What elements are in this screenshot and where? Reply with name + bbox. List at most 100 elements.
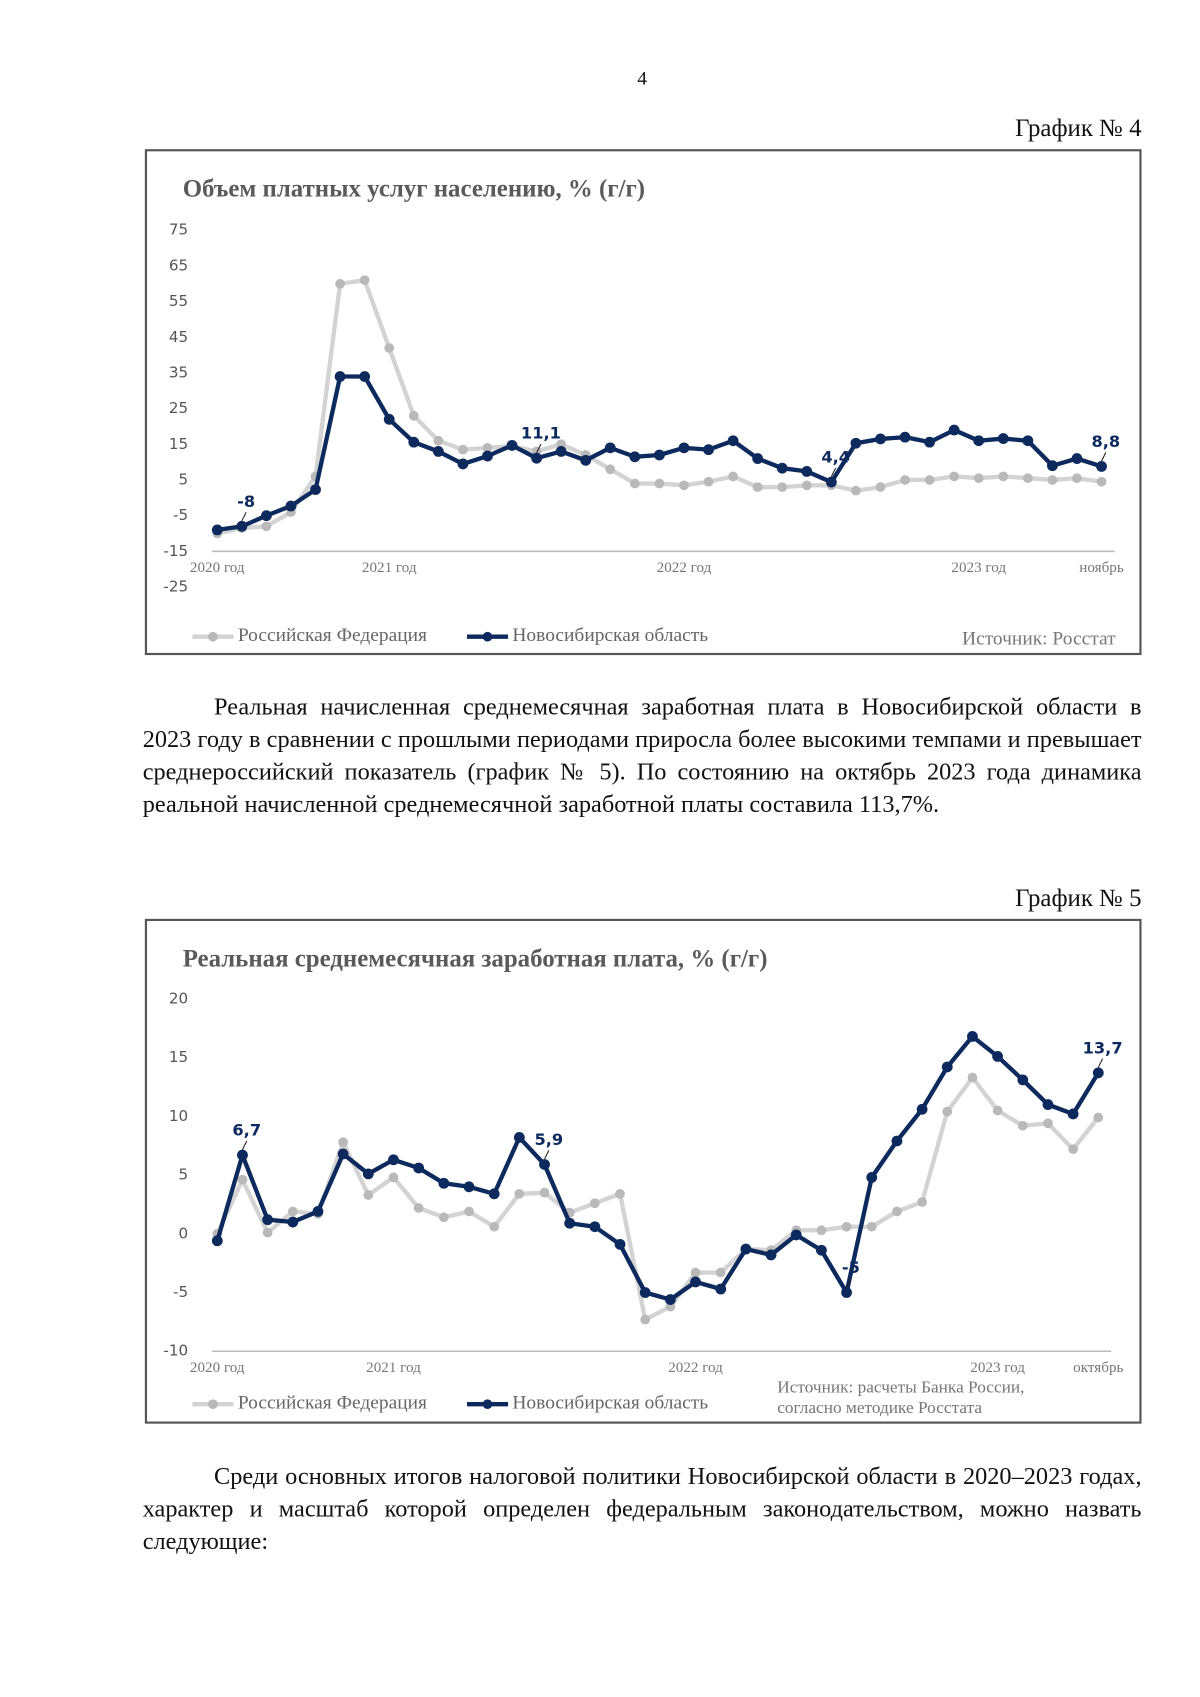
y-tick-label: 5 (178, 1166, 188, 1184)
data-point (654, 449, 665, 461)
data-point (237, 1174, 248, 1185)
x-tick-label: 2023 год (951, 560, 1006, 576)
legend-label: Российская Федерация (238, 1393, 427, 1414)
data-point (384, 343, 395, 353)
data-point (1072, 473, 1082, 484)
data-point (464, 1206, 474, 1217)
legend-label: Российская Федерация (238, 625, 427, 646)
data-point (1047, 460, 1058, 472)
source-note: Источник: Росстат (962, 628, 1116, 649)
data-point (816, 1244, 827, 1256)
data-point (287, 1206, 298, 1217)
data-point (752, 453, 764, 464)
legend-marker (482, 1399, 493, 1410)
series-line (216, 278, 1102, 536)
data-point (1068, 1144, 1078, 1155)
legend-label: Новосибирская область (512, 625, 708, 646)
data-point (312, 1206, 324, 1217)
x-tick-label: 2022 год (657, 560, 712, 576)
source-note: согласно методике Росстата (777, 1398, 982, 1417)
data-point (998, 471, 1009, 482)
data-point (850, 437, 862, 449)
data-point (408, 410, 419, 421)
data-point (777, 482, 788, 492)
data-point (539, 1187, 550, 1198)
y-tick-label: 75 (169, 221, 188, 239)
paragraph: Реальная начисленная среднемесячная зара… (142, 692, 1142, 818)
data-label: 6,7 (232, 1121, 261, 1140)
label-leader (830, 467, 837, 477)
data-point (489, 1221, 500, 1232)
data-point (891, 1135, 903, 1147)
data-point (285, 500, 297, 512)
data-point (997, 433, 1009, 444)
y-tick-label: 0 (178, 1224, 188, 1242)
data-point (948, 424, 960, 436)
label-leader (1097, 1058, 1104, 1068)
y-tick-label: 20 (169, 989, 188, 1007)
y-tick-label: 10 (169, 1107, 188, 1125)
data-point (408, 436, 420, 448)
data-point (287, 1216, 299, 1228)
data-point (728, 471, 738, 482)
data-label: -5 (842, 1258, 860, 1277)
data-point (679, 480, 689, 491)
chart-caption: График № 4 (1015, 114, 1142, 142)
data-point (727, 435, 739, 447)
label-leader (846, 1278, 852, 1288)
data-point (924, 475, 935, 485)
data-point (531, 452, 543, 464)
data-label: 11,1 (521, 424, 561, 443)
data-point (413, 1162, 425, 1174)
x-tick-label: 2020 год (190, 1360, 245, 1376)
data-point (362, 1168, 374, 1180)
data-point (916, 1103, 928, 1115)
y-tick-label: -15 (163, 542, 188, 560)
data-point (388, 1172, 399, 1183)
data-point (555, 446, 567, 457)
data-point (1043, 1118, 1053, 1129)
data-point (841, 1287, 852, 1298)
x-tick-label: октябрь (1073, 1360, 1123, 1376)
data-point (801, 465, 813, 477)
data-point (463, 1181, 475, 1193)
data-point (433, 435, 444, 446)
data-point (801, 480, 812, 491)
data-point (564, 1217, 576, 1229)
y-tick-label: 15 (169, 435, 188, 453)
data-point (790, 1229, 802, 1241)
chart: Объем платных услуг населению, % (г/г) 75… (144, 149, 1142, 656)
data-point (866, 1171, 878, 1183)
y-tick-label: -25 (163, 577, 188, 595)
data-point (261, 510, 272, 522)
label-leader (536, 443, 542, 454)
data-point (615, 1188, 625, 1199)
data-label: 4,4 (821, 448, 850, 467)
data-point (941, 1061, 953, 1073)
data-point (917, 1197, 927, 1207)
data-point (1022, 473, 1033, 484)
data-point (514, 1188, 525, 1199)
y-tick-label: -5 (173, 1283, 188, 1301)
data-point (816, 1225, 827, 1236)
data-point (629, 451, 641, 463)
data-point (949, 471, 960, 482)
data-point (703, 476, 714, 487)
data-point (967, 1072, 978, 1083)
label-leader (544, 1150, 550, 1160)
data-point (1092, 1067, 1104, 1079)
data-point (363, 1190, 374, 1200)
data-point (438, 1177, 450, 1189)
data-point (715, 1283, 727, 1295)
data-point (967, 1031, 978, 1042)
data-point (703, 444, 714, 456)
data-point (1042, 1099, 1054, 1110)
data-point (924, 436, 936, 448)
data-point (825, 476, 837, 488)
data-point (457, 458, 469, 470)
legend-marker (482, 631, 493, 642)
data-point (359, 275, 370, 286)
data-point (740, 1243, 752, 1255)
data-point (899, 431, 911, 443)
data-point (589, 1198, 600, 1209)
